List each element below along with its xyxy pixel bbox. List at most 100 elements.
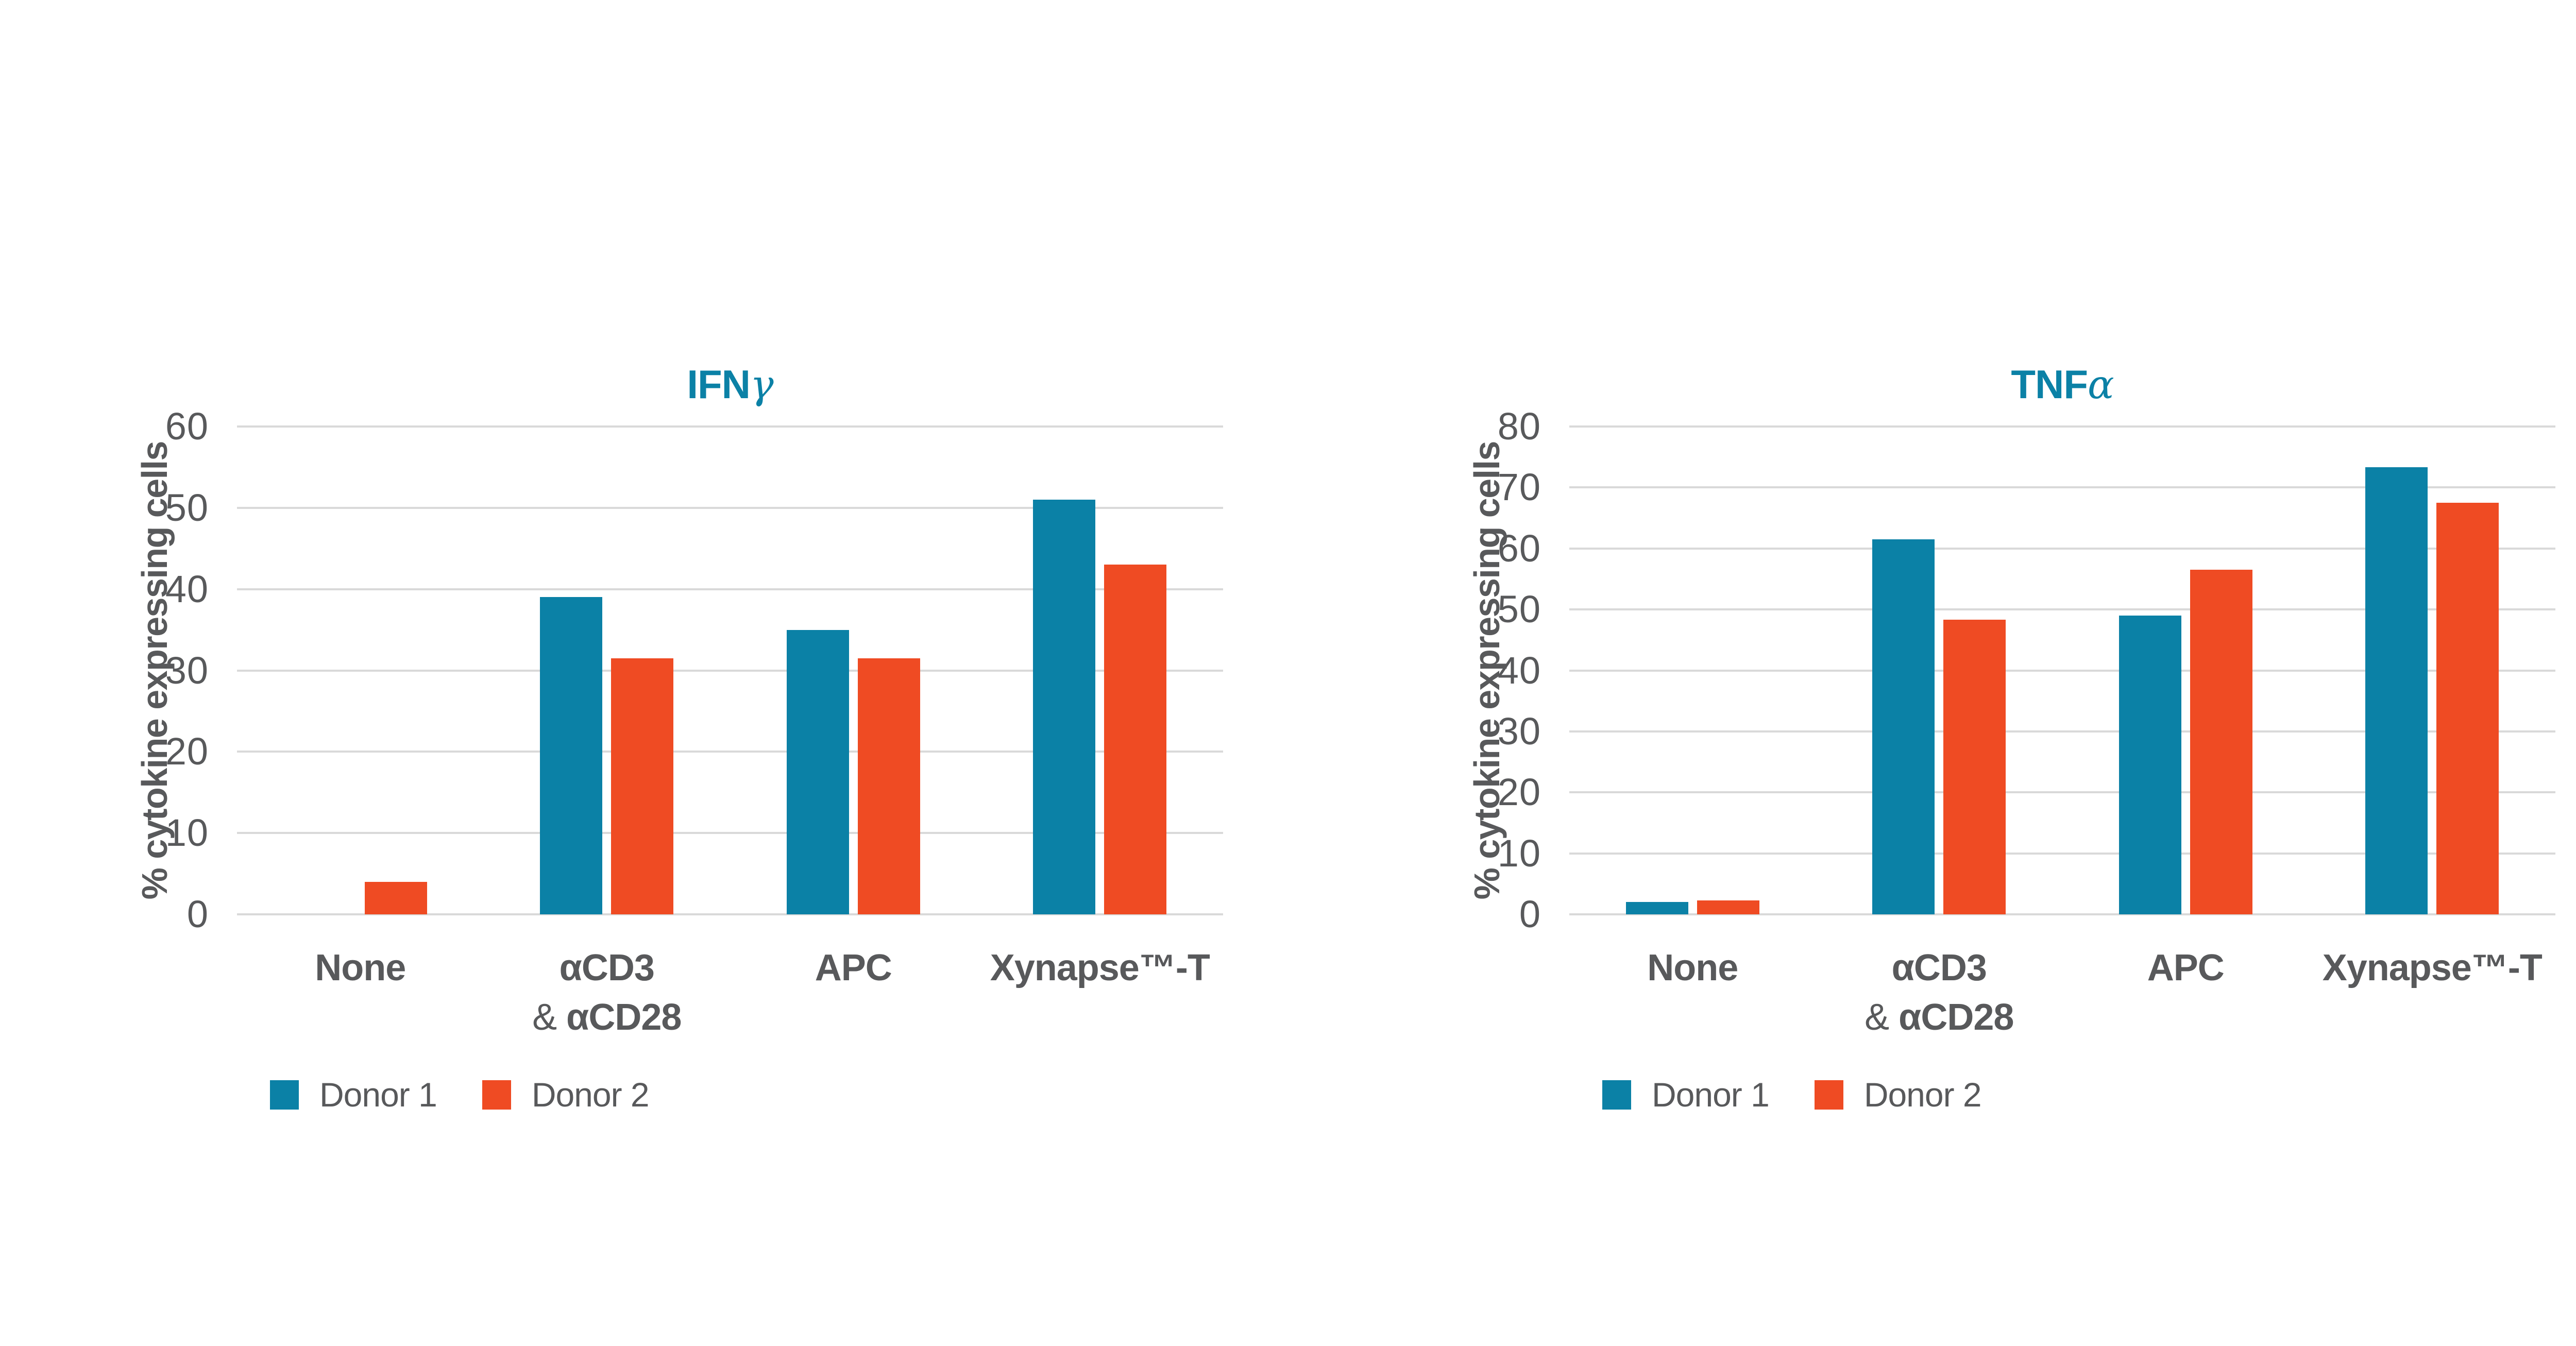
y-tick-label-30: 30	[1497, 709, 1541, 753]
donor-1-swatch	[270, 1080, 299, 1110]
bar-donor-2-category-1	[611, 658, 674, 914]
donor-2-swatch	[482, 1080, 511, 1110]
y-tick-label-70: 70	[1497, 466, 1541, 509]
y-tick-label-40: 40	[165, 567, 209, 610]
gridline-y-40	[1569, 669, 2555, 672]
legend-item-donor-1: Donor 1	[1602, 1075, 1770, 1114]
bar-donor-2-category-1	[1943, 620, 2006, 914]
gridline-y-60	[237, 425, 1223, 428]
bar-donor-1-category-2	[2119, 615, 2181, 914]
x-category-label-line: APC	[815, 947, 892, 989]
bar-group-0	[237, 427, 484, 914]
chart-title-tnf-alpha: TNFα	[1569, 364, 2555, 405]
x-category-label-line: Xynapse™-T	[990, 947, 1210, 989]
y-tick-label-60: 60	[1497, 526, 1541, 570]
x-category-label-line: αCD3	[1891, 947, 1987, 989]
legend-label: Donor 2	[531, 1076, 650, 1114]
x-category-label-line: & αCD28	[1865, 997, 2014, 1038]
bar-group-2	[2062, 427, 2309, 914]
donor-1-swatch	[1602, 1080, 1631, 1110]
bar-group-2	[730, 427, 977, 914]
legend: Donor 1 Donor 2	[1602, 1075, 1982, 1114]
gridline-y-60	[1569, 547, 2555, 550]
x-category-label-0: None	[1569, 943, 1816, 1043]
chart-title-greek-letter: α	[2088, 362, 2114, 408]
x-category-label-line: αCD3	[559, 947, 655, 989]
x-category-label-3: Xynapse™-T	[977, 943, 1224, 1043]
legend-label: Donor 1	[319, 1076, 437, 1114]
bar-group-3	[977, 427, 1224, 914]
bar-donor-1-category-2	[786, 629, 849, 914]
x-category-label-line: & αCD28	[532, 997, 682, 1038]
x-category-label-line: Xynapse™-T	[2322, 947, 2543, 989]
gridline-y-10	[1569, 852, 2555, 855]
gridline-y-10	[237, 832, 1223, 834]
x-category-label-line: None	[315, 947, 406, 989]
legend-item-donor-1: Donor 1	[270, 1075, 437, 1114]
gridline-y-0	[237, 913, 1223, 915]
gridline-y-80	[1569, 425, 2555, 428]
bar-groups	[237, 427, 1223, 914]
x-category-label-1: αCD3 & αCD28	[1816, 943, 2063, 1043]
y-tick-label-80: 80	[1497, 405, 1541, 448]
x-category-label-2: APC	[2062, 943, 2309, 1043]
plot-area	[237, 425, 1223, 915]
gridline-y-20	[237, 751, 1223, 753]
legend: Donor 1 Donor 2	[270, 1075, 650, 1114]
plot-area	[1569, 425, 2555, 915]
chart-title-greek-letter: γ	[750, 362, 774, 408]
bar-group-1	[1816, 427, 2063, 914]
bar-donor-2-category-3	[1104, 565, 1167, 914]
y-tick-label-50: 50	[165, 486, 209, 529]
bar-group-0	[1569, 427, 1816, 914]
legend-item-donor-2: Donor 2	[1814, 1075, 1982, 1114]
gridline-y-40	[237, 588, 1223, 590]
bar-group-1	[484, 427, 731, 914]
gridline-y-30	[1569, 730, 2555, 732]
ampersand: &	[1865, 997, 1899, 1038]
gridline-y-30	[237, 669, 1223, 672]
x-category-label-2: APC	[730, 943, 977, 1043]
y-tick-label-10: 10	[1497, 831, 1541, 875]
tnf-alpha-bar-chart: TNFα % cytokine expressing cells None αCD…	[1467, 364, 2555, 1114]
legend-label: Donor 1	[1652, 1076, 1770, 1114]
bar-donor-2-category-3	[2436, 502, 2499, 914]
x-category-label-line: None	[1647, 947, 1738, 989]
bar-group-3	[2309, 427, 2556, 914]
gridline-y-0	[1569, 913, 2555, 915]
bar-donor-1-category-1	[540, 597, 603, 914]
legend-label: Donor 2	[1863, 1076, 1982, 1114]
x-axis-labels: None αCD3 & αCD28 APC Xynapse™-T	[237, 943, 1223, 1043]
legend-item-donor-2: Donor 2	[482, 1075, 650, 1114]
x-category-label-1: αCD3 & αCD28	[484, 943, 731, 1043]
bar-donor-2-category-2	[2190, 570, 2252, 914]
gridline-y-20	[1569, 791, 2555, 794]
gridline-y-50	[1569, 608, 2555, 611]
x-category-label-0: None	[237, 943, 484, 1043]
bar-donor-2-category-0	[1697, 900, 1759, 914]
gridline-y-50	[237, 506, 1223, 509]
y-tick-label-30: 30	[165, 649, 209, 692]
bar-donor-1-category-1	[1872, 539, 1935, 914]
chart-title-text: TNF	[2011, 361, 2088, 407]
chart-title-text: IFN	[687, 361, 751, 407]
x-category-label-3: Xynapse™-T	[2309, 943, 2556, 1043]
ampersand: &	[532, 997, 567, 1038]
x-axis-labels: None αCD3 & αCD28 APC Xynapse™-T	[1569, 943, 2555, 1043]
y-tick-label-60: 60	[165, 405, 209, 448]
bar-donor-1-category-0	[1625, 902, 1688, 914]
y-tick-label-20: 20	[1497, 771, 1541, 814]
chart-title-ifn-gamma: IFNγ	[237, 364, 1223, 405]
y-tick-label-40: 40	[1497, 649, 1541, 692]
donor-2-swatch	[1814, 1080, 1843, 1110]
y-tick-label-20: 20	[165, 730, 209, 773]
bar-donor-1-category-3	[2365, 467, 2428, 914]
y-tick-label-50: 50	[1497, 588, 1541, 631]
ifn-gamma-bar-chart: IFNγ % cytokine expressing cells None αCD…	[134, 364, 1223, 1114]
bar-donor-2-category-0	[364, 881, 427, 914]
bar-groups	[1569, 427, 2555, 914]
y-tick-label-0: 0	[187, 893, 209, 935]
bar-donor-1-category-3	[1033, 500, 1096, 914]
y-tick-label-0: 0	[1519, 893, 1541, 935]
